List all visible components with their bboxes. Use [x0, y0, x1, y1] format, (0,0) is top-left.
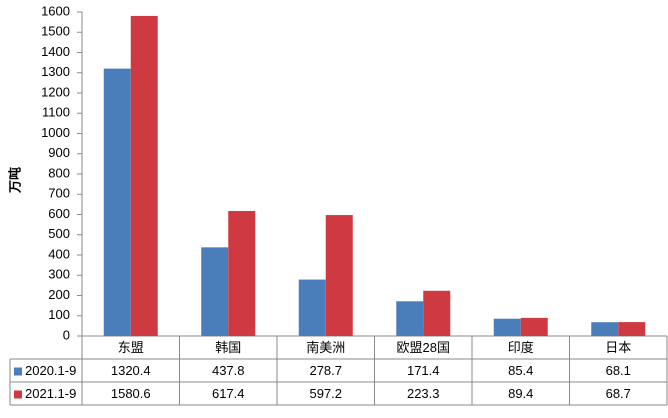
legend-key	[14, 367, 22, 376]
bar	[520, 317, 548, 336]
table-value: 68.7	[606, 386, 631, 401]
y-tick-label: 1500	[41, 24, 70, 39]
x-tick-label: 东盟	[118, 340, 144, 355]
x-tick-label: 欧盟28国	[397, 340, 450, 355]
table-value: 617.4	[212, 386, 245, 401]
y-tick-label: 1600	[41, 3, 70, 18]
y-tick-label: 1200	[41, 84, 70, 99]
y-tick-label: 900	[48, 145, 70, 160]
table-value: 437.8	[212, 363, 245, 378]
bar	[130, 15, 158, 337]
table-value: 1320.4	[111, 363, 151, 378]
legend-key	[14, 390, 22, 399]
bar	[103, 68, 131, 336]
y-tick-label: 500	[48, 226, 70, 241]
bar	[591, 322, 619, 336]
legend-label: 2021.1-9	[25, 386, 76, 401]
bar	[325, 215, 353, 336]
y-tick-label: 400	[48, 246, 70, 261]
y-tick-label: 600	[48, 206, 70, 221]
table-value: 278.7	[309, 363, 342, 378]
bar	[298, 279, 326, 336]
y-tick-label: 100	[48, 307, 70, 322]
y-tick-label: 0	[63, 327, 70, 342]
y-tick-label: 700	[48, 186, 70, 201]
x-tick-label: 韩国	[215, 340, 241, 355]
bar	[423, 290, 451, 336]
y-tick-label: 300	[48, 267, 70, 282]
y-tick-label: 1300	[41, 64, 70, 79]
bar	[396, 301, 424, 336]
y-tick-label: 1400	[41, 44, 70, 59]
bar	[228, 210, 256, 336]
x-tick-label: 印度	[508, 340, 534, 355]
table-value: 223.3	[407, 386, 440, 401]
y-tick-label: 1100	[42, 105, 70, 120]
y-tick-label: 200	[48, 287, 70, 302]
table-value: 89.4	[508, 386, 533, 401]
y-axis-label: 万吨	[7, 167, 22, 194]
y-tick-label: 1000	[41, 125, 70, 140]
table-value: 171.4	[407, 363, 440, 378]
legend-label: 2020.1-9	[25, 363, 76, 378]
bar	[493, 318, 521, 336]
x-tick-label: 日本	[605, 340, 631, 355]
table-value: 85.4	[508, 363, 533, 378]
bar	[618, 322, 646, 336]
table-value: 1580.6	[111, 386, 151, 401]
table-value: 597.2	[309, 386, 342, 401]
y-tick-label: 800	[48, 165, 70, 180]
x-tick-label: 南美洲	[306, 340, 345, 355]
table-value: 68.1	[606, 363, 631, 378]
bar	[201, 247, 229, 336]
